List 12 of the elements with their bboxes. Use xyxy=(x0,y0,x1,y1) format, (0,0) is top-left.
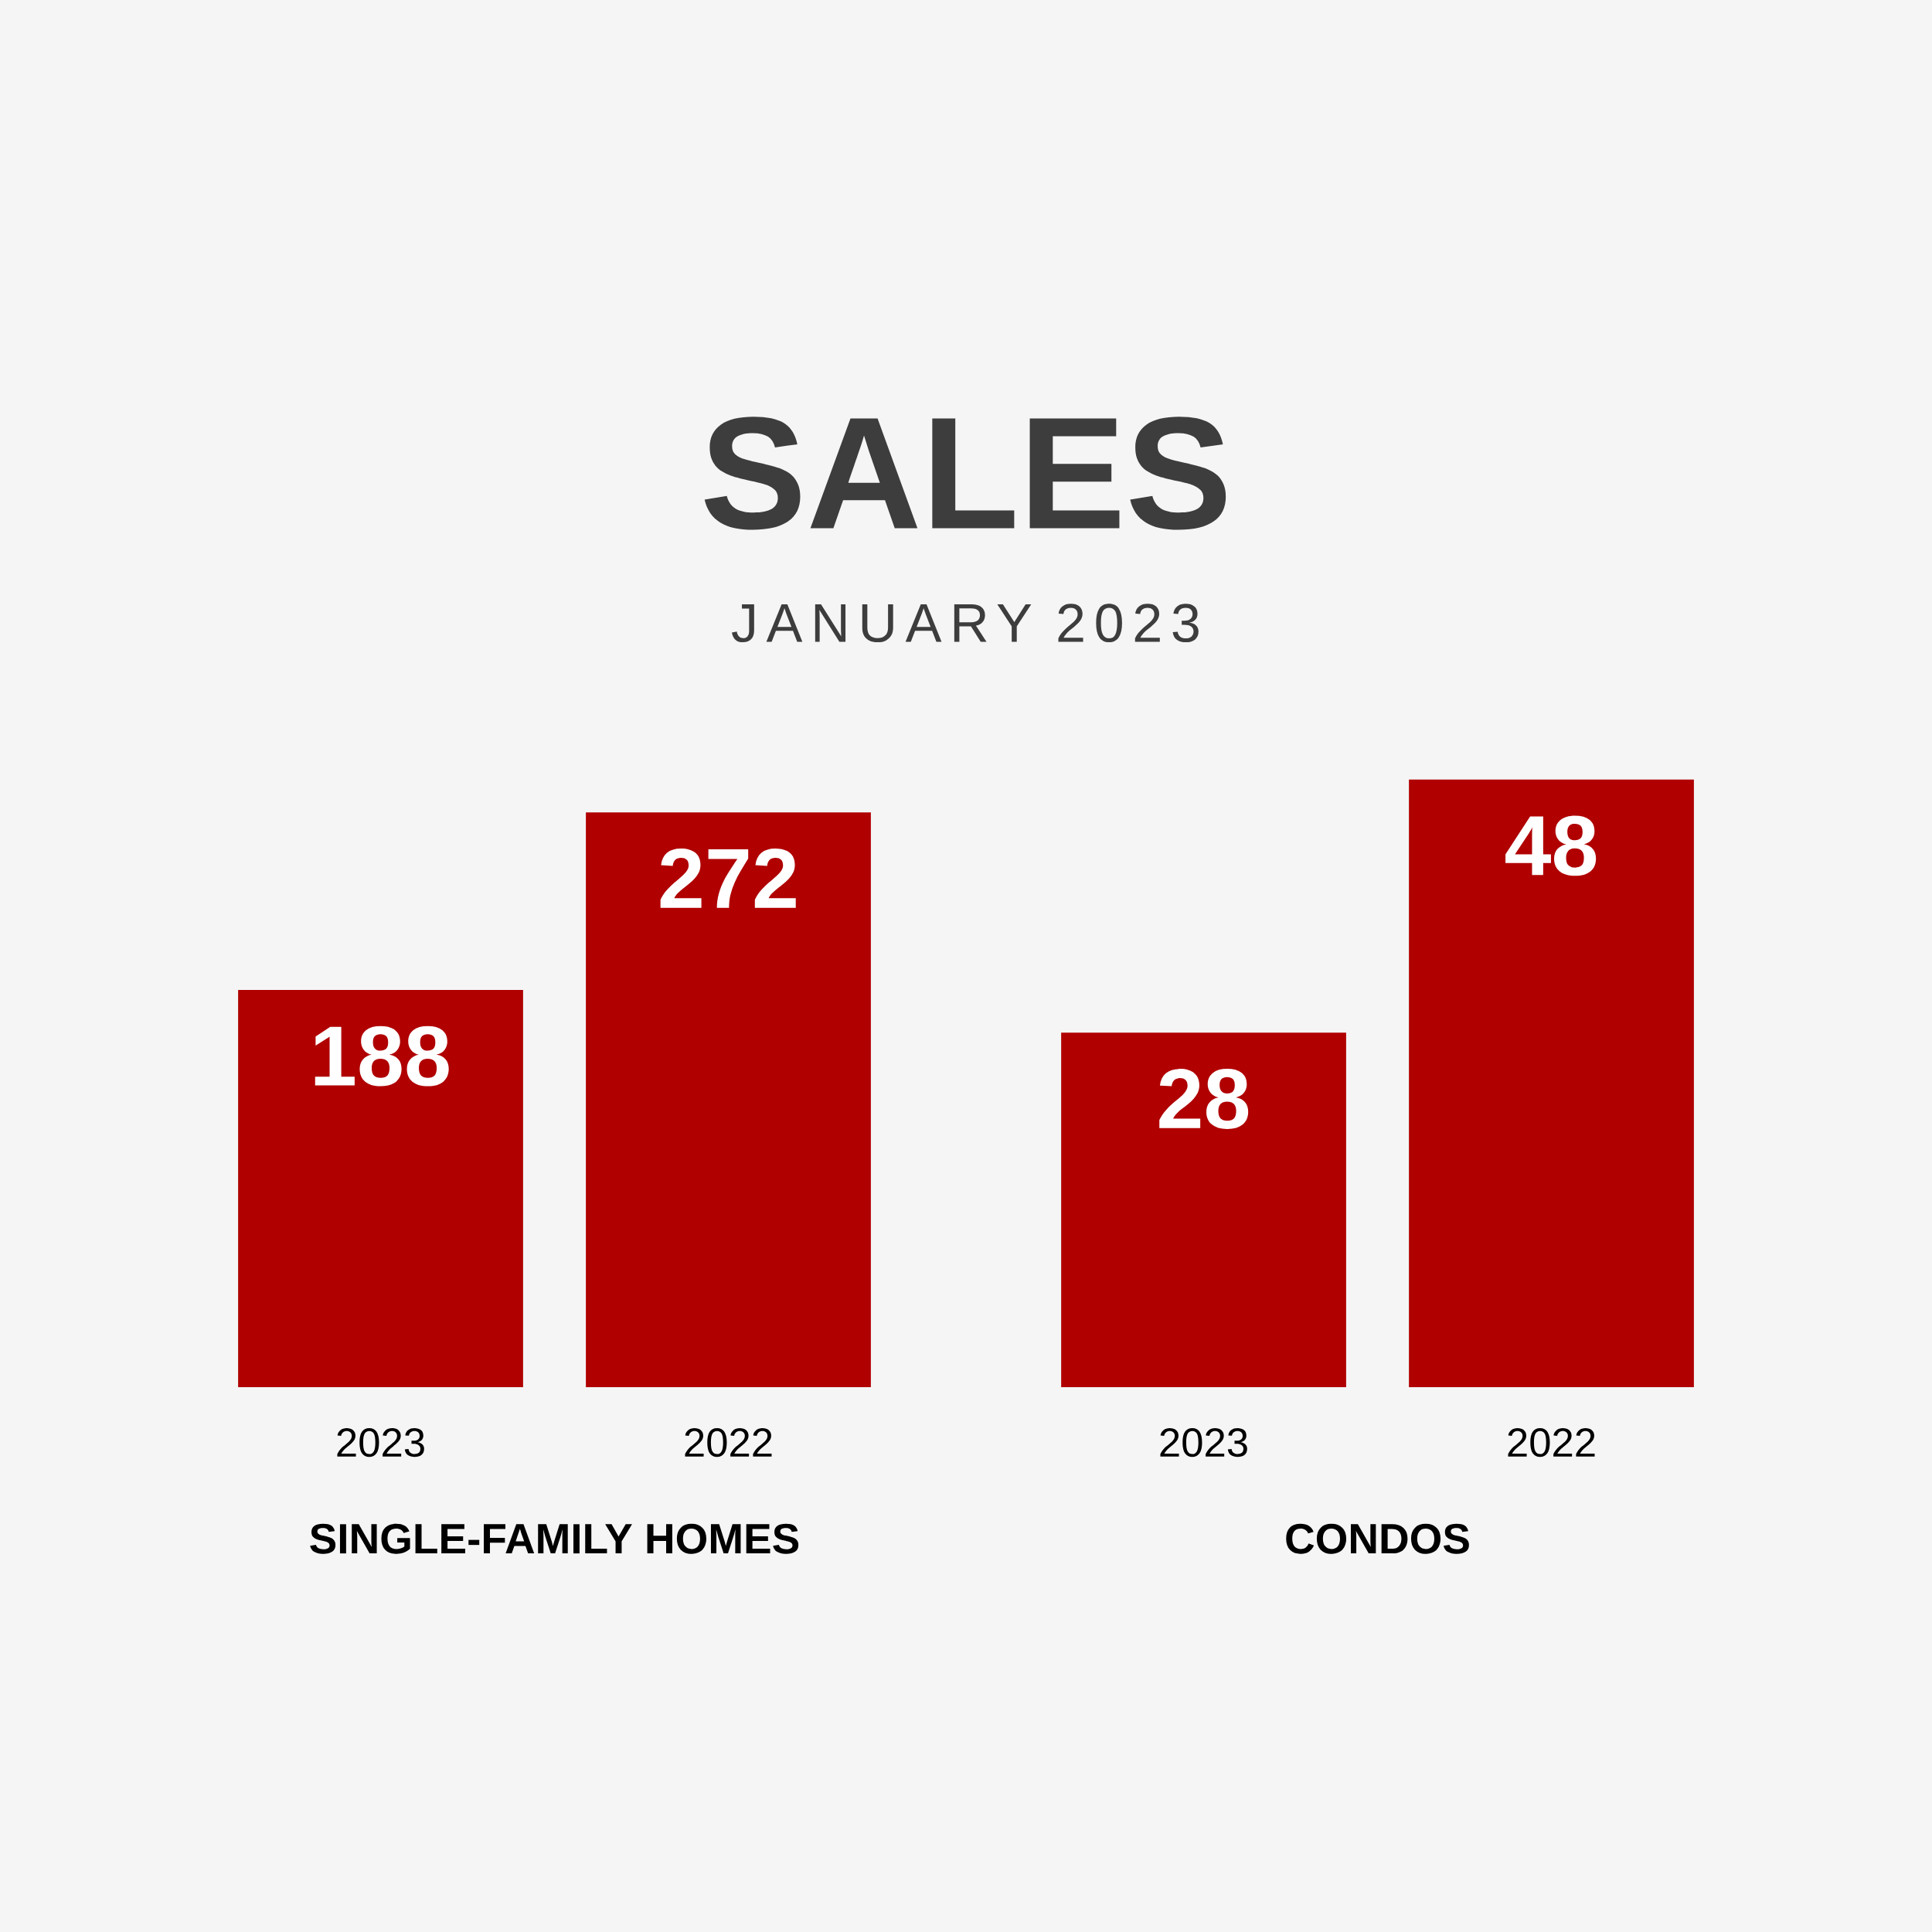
x-tick-label: 2022 xyxy=(1508,1428,1595,1458)
data-label: 188 xyxy=(315,1026,449,1087)
chart-subtitle: JANUARY 2023 xyxy=(732,604,1199,643)
x-axis-title: CONDOS xyxy=(1286,1523,1469,1554)
chart-title: SALES xyxy=(704,417,1226,530)
data-label: 48 xyxy=(1505,815,1597,876)
x-tick-label: 2023 xyxy=(337,1428,424,1458)
data-label: 272 xyxy=(660,849,796,908)
x-tick-label: 2023 xyxy=(1160,1428,1247,1458)
data-label: 28 xyxy=(1159,1069,1249,1129)
x-tick-label: 2022 xyxy=(685,1428,772,1458)
x-axis-title: SINGLE-FAMILY HOMES xyxy=(310,1523,799,1554)
